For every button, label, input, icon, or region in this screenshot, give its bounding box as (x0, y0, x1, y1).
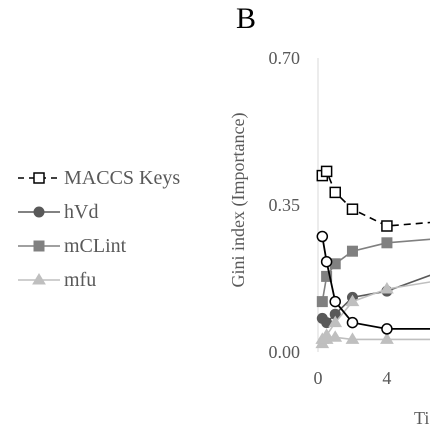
series-point-marker (316, 230, 329, 243)
series-6 (315, 330, 430, 349)
legend-item: mCLint (18, 235, 127, 257)
y-tick-labels: 0.00 0.35 0.70 (269, 48, 301, 362)
series-point-marker (316, 296, 328, 308)
legend-label: MACCS Keys (64, 167, 180, 189)
legend-marker (33, 172, 45, 184)
series-point-marker (320, 255, 333, 268)
series-point-marker (329, 186, 341, 199)
legend-marker (33, 206, 45, 218)
series-point-marker (328, 330, 343, 342)
series-point-marker (380, 282, 394, 294)
series-1 (316, 165, 430, 232)
x-axis-label: Ti (414, 408, 429, 428)
legend-item: MACCS Keys (18, 167, 180, 189)
series-point-marker (381, 323, 393, 335)
legend-label: hVd (64, 201, 98, 223)
series-point-marker (320, 165, 333, 178)
legend-marker (33, 240, 45, 252)
x-tick-label: 0 (314, 368, 323, 388)
series-5 (315, 281, 430, 344)
series-3 (316, 237, 430, 308)
plot-area (315, 165, 430, 349)
series-point-marker (346, 245, 358, 257)
series-point-marker (381, 220, 393, 232)
y-tick-label: 0.35 (269, 195, 301, 215)
series-point-marker (346, 316, 359, 329)
series-point-marker (381, 237, 393, 249)
series-line (321, 169, 430, 227)
legend-marker (32, 273, 46, 285)
legend-label: mfu (64, 269, 96, 291)
x-tick-label: 4 (382, 368, 391, 388)
series-point-marker (328, 315, 343, 328)
series-point-marker (380, 332, 394, 344)
legend-item: mfu (18, 269, 96, 291)
y-tick-label: 0.00 (269, 342, 301, 362)
series-point-marker (329, 295, 341, 308)
series-point-marker (345, 294, 360, 307)
series-2 (316, 230, 430, 335)
y-axis-label: Gini index (Importance) (228, 113, 249, 288)
legend-label: mCLint (64, 235, 127, 257)
series-point-marker (345, 332, 360, 344)
legend-item: hVd (18, 201, 98, 223)
y-tick-label: 0.70 (269, 48, 301, 68)
series-point-marker (321, 270, 333, 282)
panel-letter: B (236, 2, 256, 35)
series-point-marker (346, 203, 359, 215)
legend: MACCS Keys hVd mCLint mfu (18, 167, 180, 291)
